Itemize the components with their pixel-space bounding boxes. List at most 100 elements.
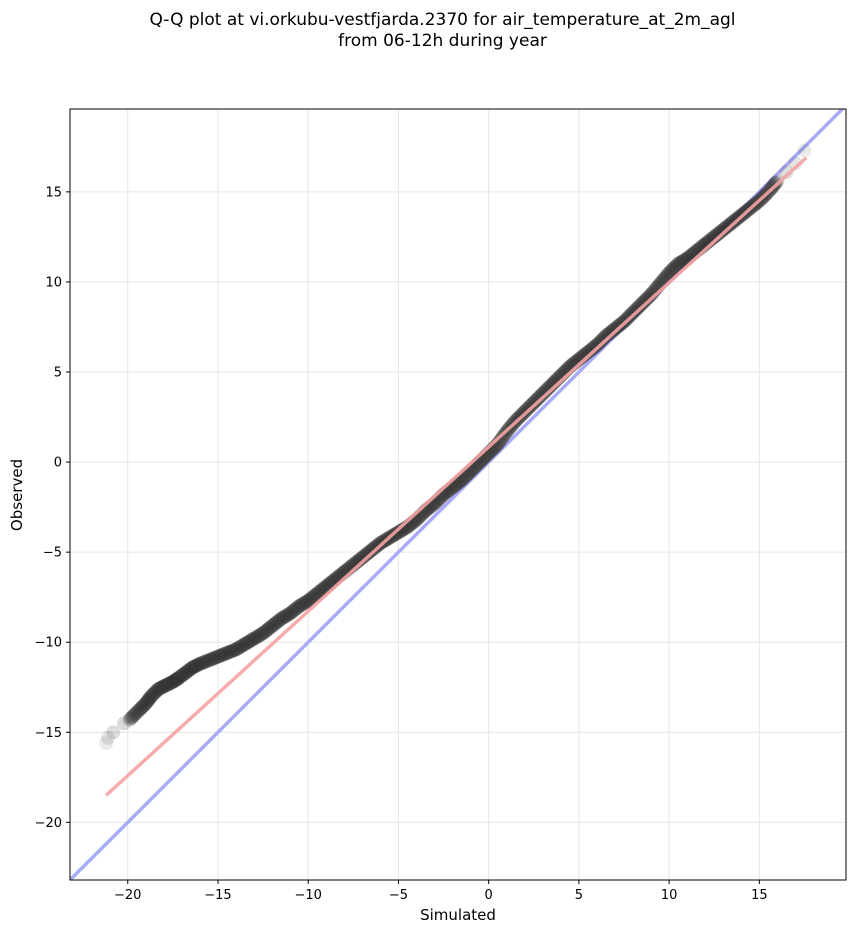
quantile-point	[392, 524, 407, 539]
quantile-point	[296, 596, 311, 611]
y-tick-label: 15	[45, 185, 62, 200]
quantile-point	[127, 708, 142, 723]
quantile-point	[155, 680, 170, 695]
quantile-point	[797, 143, 812, 158]
quantile-point	[135, 700, 150, 715]
quantile-point	[168, 673, 183, 688]
quantile-point	[191, 657, 206, 672]
quantile-point	[304, 591, 319, 606]
quantile-point	[207, 650, 222, 665]
quantile-point	[663, 264, 678, 279]
quantile-point	[122, 712, 137, 727]
x-tick-label: −20	[114, 888, 141, 903]
quantile-point	[493, 432, 508, 447]
chart-title: Q-Q plot at vi.orkubu-vestfjarda.2370 fo…	[0, 10, 854, 52]
quantile-point	[125, 709, 140, 724]
quantile-point	[665, 262, 680, 277]
quantile-point	[139, 695, 154, 710]
quantile-point	[630, 301, 645, 316]
quantile-point	[201, 653, 216, 668]
quantile-point	[770, 174, 785, 189]
quantile-point	[172, 670, 187, 685]
quantile-point	[221, 645, 236, 660]
quantile-point	[244, 633, 259, 648]
x-tick-label: 10	[661, 888, 678, 903]
quantile-point	[161, 677, 176, 692]
quantile-point	[367, 540, 382, 555]
quantile-point	[532, 389, 547, 404]
quantile-point	[595, 331, 610, 346]
quantile-point	[365, 542, 380, 557]
quantile-point	[310, 586, 325, 601]
quantile-point	[215, 647, 230, 662]
quantile-point	[669, 258, 684, 273]
quantile-point	[266, 617, 281, 632]
quantile-points	[99, 143, 812, 751]
quantile-point	[141, 692, 156, 707]
quantile-point	[598, 328, 613, 343]
y-tick-label: 5	[54, 366, 62, 381]
quantile-point	[594, 333, 609, 348]
quantile-point	[164, 675, 179, 690]
quantile-point	[710, 227, 725, 242]
quantile-point	[723, 216, 738, 231]
quantile-point	[173, 669, 188, 684]
quantile-point	[259, 623, 274, 638]
quantile-point	[176, 667, 191, 682]
quantile-point	[287, 602, 302, 617]
quantile-point	[671, 256, 686, 271]
quantile-point	[163, 676, 178, 691]
quantile-point	[591, 336, 606, 351]
x-tick-label: 5	[575, 888, 583, 903]
quantile-point	[660, 267, 675, 282]
quantile-point	[302, 592, 317, 607]
quantile-point	[370, 538, 385, 553]
quantile-point	[117, 716, 132, 731]
quantile-point	[301, 593, 316, 608]
quantile-point	[226, 643, 241, 658]
quantile-point	[180, 664, 195, 679]
quantile-point	[629, 302, 644, 317]
quantile-point	[583, 342, 598, 357]
quantile-point	[531, 391, 546, 406]
quantile-point	[152, 681, 167, 696]
quantile-point	[585, 341, 600, 356]
quantile-point	[248, 630, 263, 645]
quantile-point	[604, 324, 619, 339]
quantile-point	[290, 600, 305, 615]
quantile-point	[534, 388, 549, 403]
quantile-point	[295, 597, 310, 612]
quantile-point	[495, 430, 510, 445]
quantile-point	[153, 680, 168, 695]
quantile-point	[779, 165, 794, 180]
quantile-point	[216, 647, 231, 662]
quantile-point	[209, 650, 224, 665]
quantile-point	[241, 635, 256, 650]
quantile-point	[280, 608, 295, 623]
quantile-point	[185, 660, 200, 675]
quantile-point	[580, 345, 595, 360]
quantile-point	[281, 607, 296, 622]
quantile-point	[714, 223, 729, 238]
quantile-point	[394, 523, 409, 538]
quantile-point	[538, 383, 553, 398]
quantile-point	[157, 679, 172, 694]
y-tick-label: −10	[35, 636, 62, 651]
x-tick-label: −10	[294, 888, 321, 903]
y-axis-ticks: −20 −15 −10 −5 0 5 10 15	[35, 185, 70, 831]
quantile-point	[250, 629, 265, 644]
quantile-point	[190, 658, 205, 673]
quantile-point	[582, 343, 597, 358]
quantile-point	[170, 671, 185, 686]
quantile-point	[137, 697, 152, 712]
quantile-point	[189, 658, 204, 673]
x-axis-label: Simulated	[420, 906, 496, 924]
quantile-point	[308, 587, 323, 602]
identity-line	[70, 109, 845, 880]
quantile-point	[299, 594, 314, 609]
quantile-point	[210, 649, 225, 664]
quantile-point	[275, 610, 290, 625]
quantile-point	[247, 631, 262, 646]
quantile-point	[223, 644, 238, 659]
